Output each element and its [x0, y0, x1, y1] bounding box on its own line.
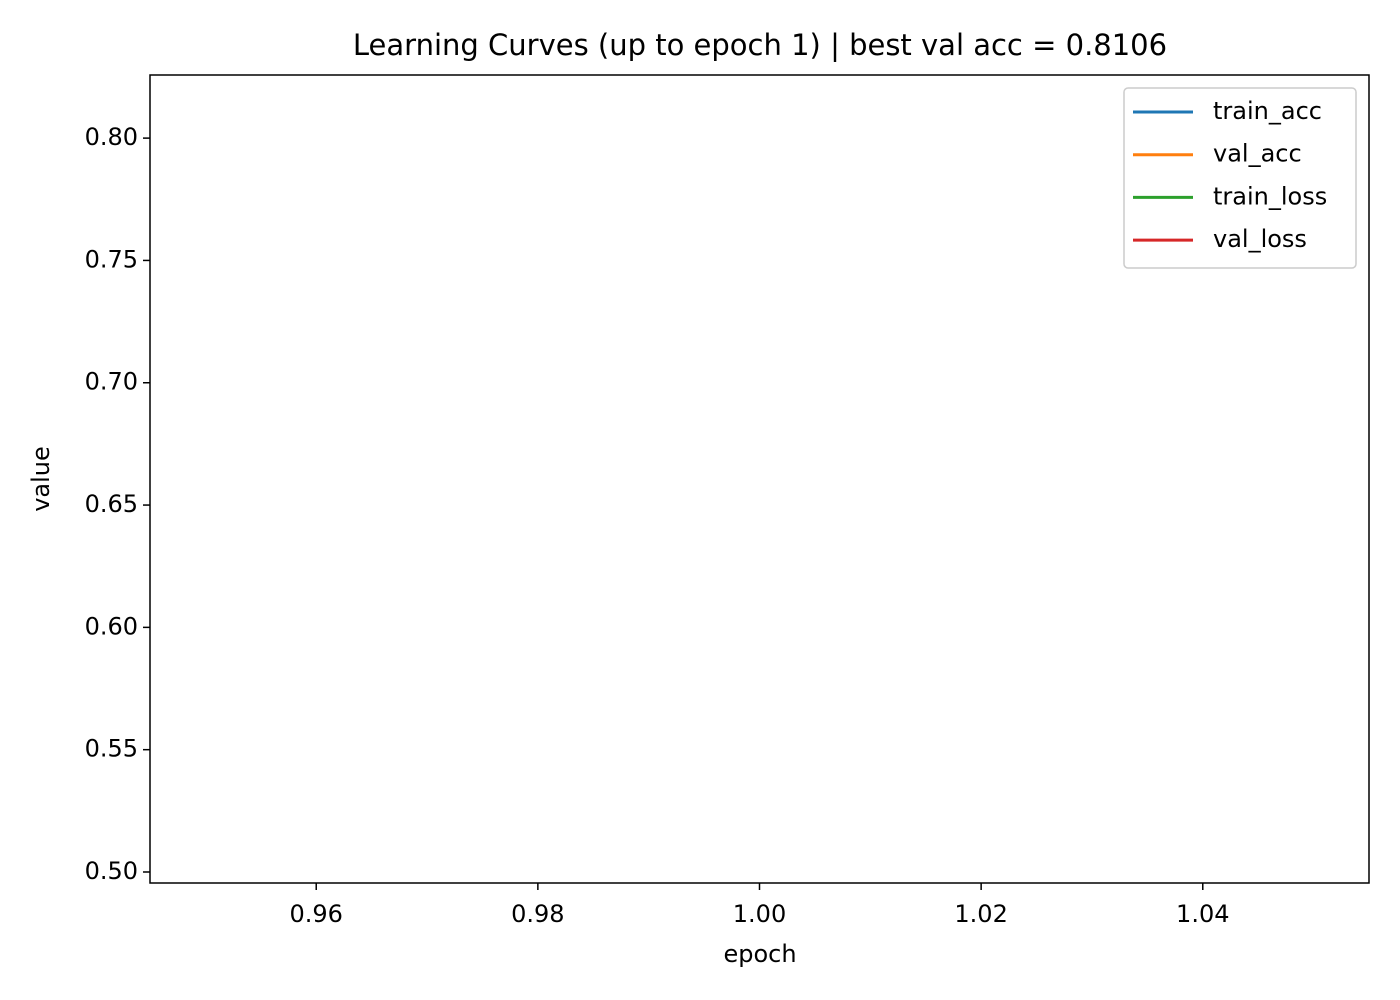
y-tick-label: 0.65: [85, 490, 138, 518]
x-tick-label: 1.02: [954, 900, 1007, 928]
y-axis-label: value: [27, 446, 55, 512]
y-tick-label: 0.60: [85, 612, 138, 640]
chart-title: Learning Curves (up to epoch 1) | best v…: [353, 28, 1167, 62]
y-tick-label: 0.80: [85, 123, 138, 151]
x-tick-label: 0.96: [290, 900, 343, 928]
legend-label: val_loss: [1213, 225, 1307, 253]
x-tick-label: 0.98: [511, 900, 564, 928]
axes-frame: [149, 74, 1370, 884]
y-tick-label: 0.50: [85, 857, 138, 885]
legend-box: [1123, 87, 1357, 269]
y-tick-label: 0.70: [85, 368, 138, 396]
legend-label: val_acc: [1213, 140, 1302, 168]
y-tick-label: 0.75: [85, 245, 138, 273]
x-axis-label: epoch: [723, 940, 796, 968]
legend-label: train_loss: [1213, 182, 1327, 210]
x-tick-label: 1.04: [1176, 900, 1229, 928]
y-tick-label: 0.55: [85, 735, 138, 763]
legend-label: train_acc: [1213, 97, 1322, 125]
x-tick-label: 1.00: [733, 900, 786, 928]
